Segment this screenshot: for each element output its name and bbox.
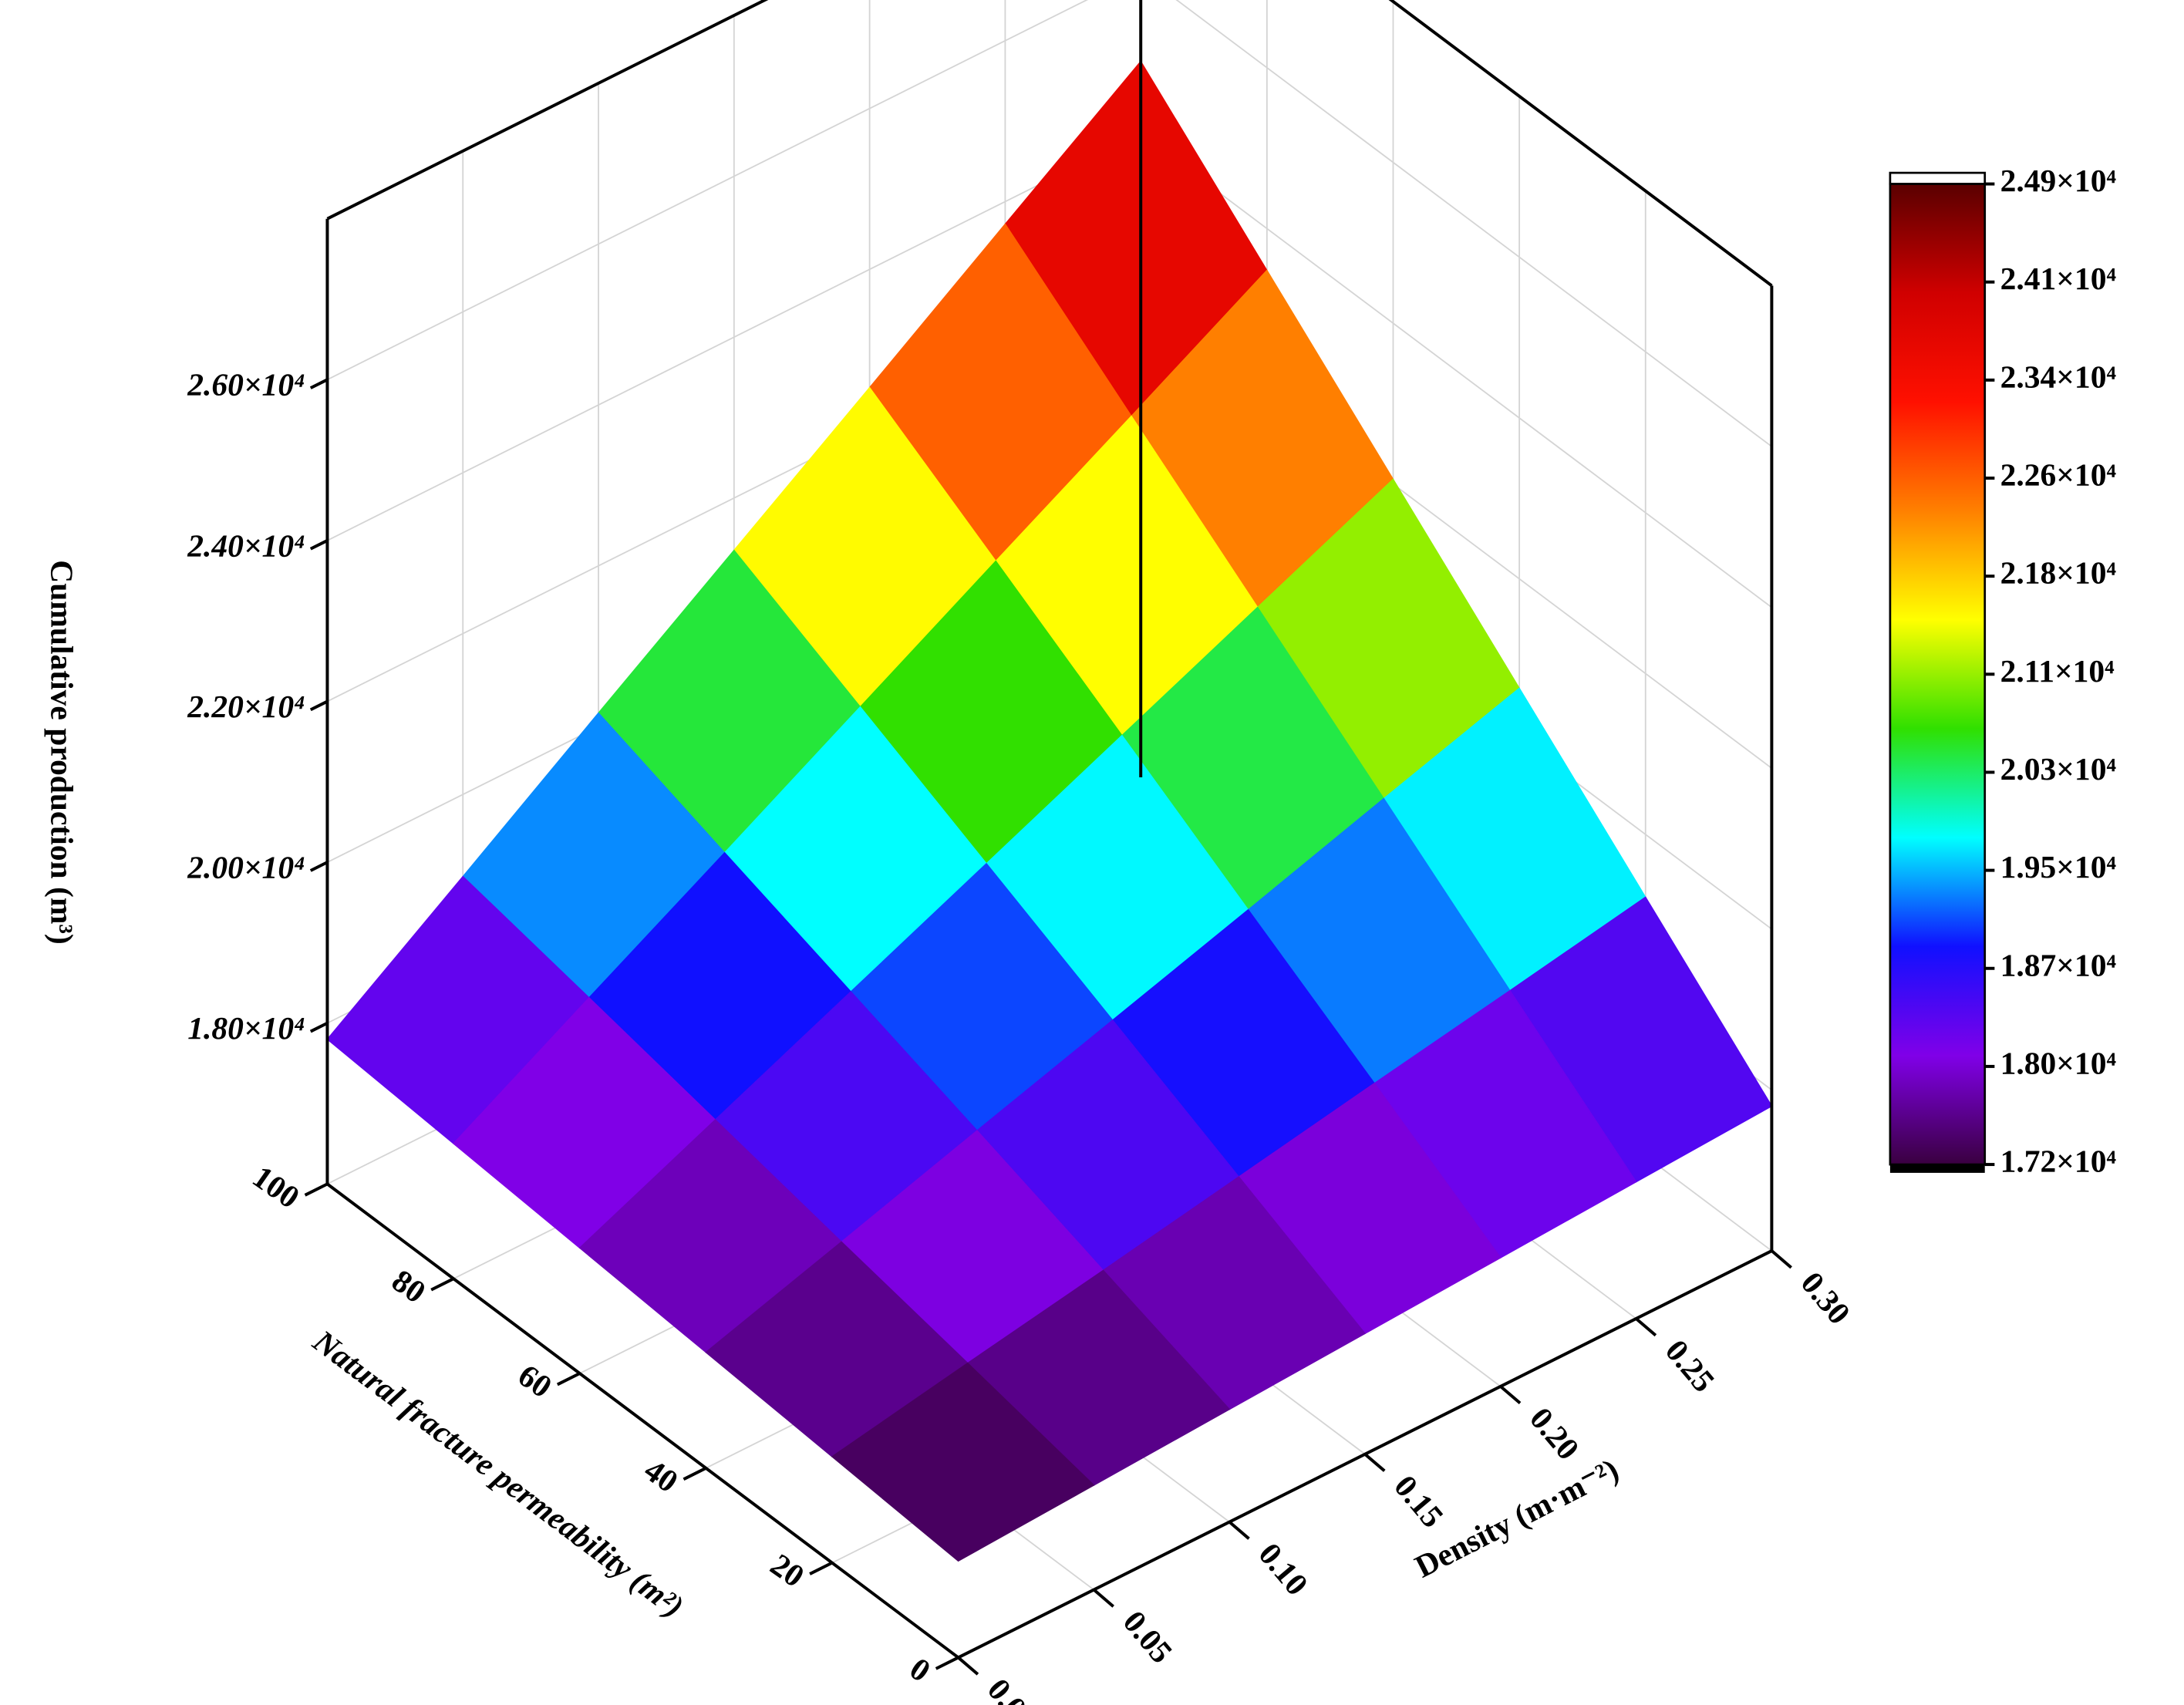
z-tick xyxy=(309,861,329,872)
z-tick-label: 2.20×10⁴ xyxy=(187,689,305,724)
y-tick-label: 20 xyxy=(764,1547,811,1595)
y-tick xyxy=(935,1656,959,1670)
colorbar-tick-label: 2.26×10⁴ xyxy=(2000,457,2117,493)
z-tick xyxy=(309,539,329,551)
z-axis-title: Cumulative production (m³) xyxy=(43,560,79,945)
colorbar-tick-label: 2.03×10⁴ xyxy=(2000,751,2117,787)
y-tick xyxy=(809,1561,833,1575)
box-edge xyxy=(326,0,769,221)
x-tick-label: 0.10 xyxy=(1252,1536,1315,1602)
y-tick xyxy=(556,1372,581,1387)
x-tick xyxy=(957,1656,979,1676)
y-tick-label: 60 xyxy=(512,1357,558,1405)
x-tick-label: 0.00 xyxy=(981,1672,1044,1705)
box-edge xyxy=(1388,0,1773,287)
colorbar-ticks: 1.72×10⁴ 1.80×10⁴ 1.87×10⁴ 1.95×10⁴ 2.03×10⁴… xyxy=(1984,163,2117,1179)
x-tick xyxy=(1228,1521,1250,1540)
grid-line xyxy=(327,0,1089,381)
colorbar-tick-label: 2.49×10⁴ xyxy=(2000,163,2117,198)
colorbar-tick-label: 2.11×10⁴ xyxy=(2000,653,2115,689)
colorbar-under xyxy=(1889,1164,1985,1173)
x-tick-label: 0.30 xyxy=(1795,1265,1858,1331)
colorbar-tick-label: 2.41×10⁴ xyxy=(2000,261,2117,296)
z-tick xyxy=(309,378,329,389)
z-tick-label: 2.60×10⁴ xyxy=(187,367,305,403)
x-tick xyxy=(1093,1589,1114,1608)
y-tick xyxy=(430,1277,454,1292)
grid-line xyxy=(1140,133,1772,608)
grid-line xyxy=(1175,0,1772,447)
surface xyxy=(326,60,1773,1562)
x-tick xyxy=(1771,1249,1792,1269)
colorbar-tick-label: 2.34×10⁴ xyxy=(2000,359,2117,394)
z-tick-label: 1.80×10⁴ xyxy=(187,1010,305,1046)
y-tick xyxy=(304,1182,329,1197)
x-tick xyxy=(1635,1317,1657,1337)
y-axis-title: Natural fracture permeability (m²) xyxy=(305,1323,690,1625)
x-tick-label: 0.15 xyxy=(1387,1468,1451,1534)
colorbar-tick-label: 1.95×10⁴ xyxy=(2000,849,2117,885)
colorbar-tick-label: 1.72×10⁴ xyxy=(2000,1144,2117,1179)
surface-cell xyxy=(831,1362,1095,1562)
x-tick xyxy=(1499,1385,1522,1405)
y-tick-label: 80 xyxy=(386,1262,432,1310)
colorbar-over xyxy=(1889,171,1987,185)
z-tick-label: 2.00×10⁴ xyxy=(187,850,305,885)
y-tick-label: 0 xyxy=(904,1650,937,1689)
x-tick-label: 0.20 xyxy=(1523,1400,1586,1466)
z-tick-label: 2.40×10⁴ xyxy=(187,527,305,563)
colorbar xyxy=(1889,183,1987,1166)
x-tick-label: 0.25 xyxy=(1659,1333,1722,1398)
y-tick xyxy=(682,1467,707,1481)
z-tick xyxy=(309,1021,329,1033)
x-tick-label: 0.05 xyxy=(1117,1604,1180,1670)
x-tick xyxy=(1363,1453,1386,1472)
colorbar-tick-label: 1.80×10⁴ xyxy=(2000,1045,2117,1080)
y-tick-label: 40 xyxy=(638,1452,684,1500)
colorbar-tick-label: 2.18×10⁴ xyxy=(2000,555,2117,591)
y-tick-label: 100 xyxy=(246,1158,305,1215)
colorbar-tick-label: 1.87×10⁴ xyxy=(2000,947,2117,982)
box-edge xyxy=(326,1182,959,1660)
grid-line xyxy=(327,133,1141,541)
z-tick xyxy=(309,699,329,712)
